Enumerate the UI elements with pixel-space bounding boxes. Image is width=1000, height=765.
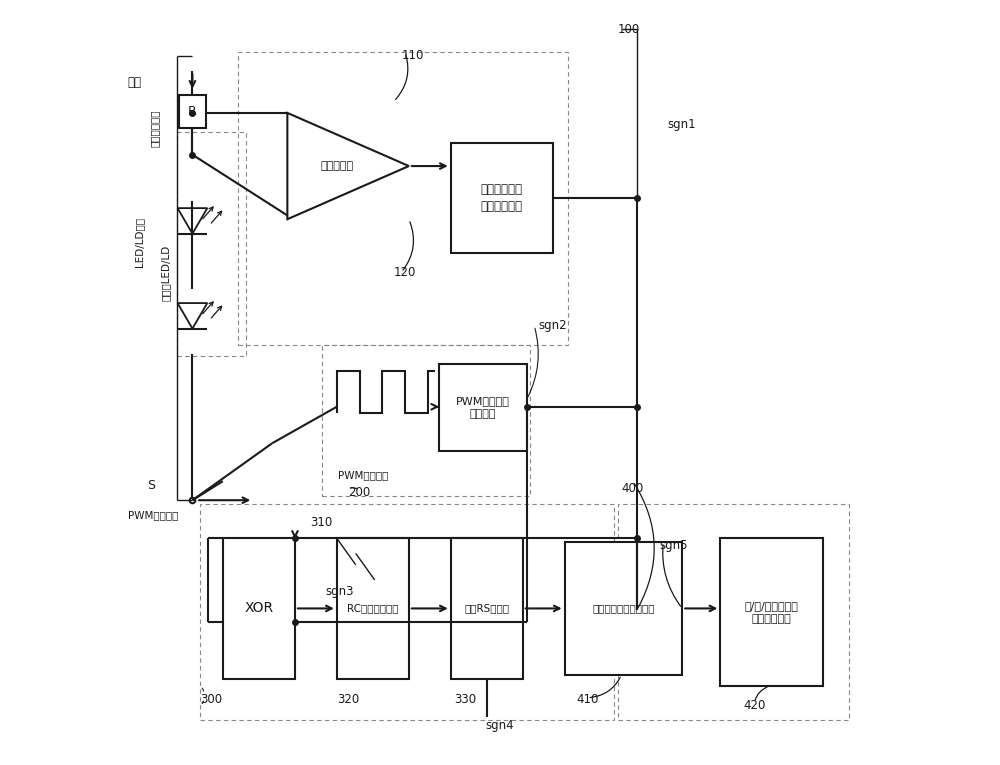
Text: sgn1: sgn1	[667, 118, 696, 131]
Text: 200: 200	[348, 486, 370, 499]
Text: 120: 120	[394, 266, 416, 279]
Bar	[223, 539, 295, 679]
Text: 100: 100	[618, 23, 640, 36]
Text: sgn4: sgn4	[486, 719, 514, 732]
Text: 300: 300	[200, 693, 222, 706]
Text: 差分输出电压
信号缓冲电路: 差分输出电压 信号缓冲电路	[481, 184, 523, 213]
Bar	[451, 143, 553, 253]
Text: 光耦及其输出缓冲电路: 光耦及其输出缓冲电路	[592, 604, 655, 614]
Bar	[179, 96, 206, 128]
Text: 310: 310	[310, 516, 332, 529]
Text: 420: 420	[743, 698, 765, 711]
Text: XOR: XOR	[244, 601, 273, 615]
Bar	[200, 504, 614, 721]
Text: sgn2: sgn2	[538, 319, 567, 332]
Text: 330: 330	[454, 693, 477, 706]
Text: RC低通滤波电路: RC低通滤波电路	[347, 604, 399, 614]
Bar	[565, 542, 682, 675]
Text: 差动放大器: 差动放大器	[320, 161, 353, 171]
Text: 320: 320	[337, 693, 359, 706]
Text: PWM调光信号
缓冲电路: PWM调光信号 缓冲电路	[456, 396, 510, 418]
Text: 恒流: 恒流	[128, 76, 142, 89]
Bar	[439, 363, 527, 451]
Text: sgn5: sgn5	[659, 539, 688, 552]
Text: 400: 400	[622, 482, 644, 495]
Text: 基本RS触发器: 基本RS触发器	[464, 604, 509, 614]
Text: PWM调光信号: PWM调光信号	[338, 470, 388, 480]
Bar	[238, 52, 568, 344]
Bar	[322, 344, 530, 496]
Bar	[720, 539, 823, 686]
Text: LED/LD串列: LED/LD串列	[134, 217, 144, 267]
Bar	[451, 539, 523, 679]
Bar	[177, 132, 246, 356]
Text: 110: 110	[401, 50, 424, 63]
Text: PWM调光开关: PWM调光开关	[128, 510, 178, 520]
Text: R: R	[188, 106, 197, 119]
Text: S: S	[147, 479, 155, 492]
Text: 声/光/电告警装置
开路保护装置: 声/光/电告警装置 开路保护装置	[745, 601, 798, 623]
Text: 电流采集电阻: 电流采集电阻	[149, 109, 159, 147]
Bar	[337, 539, 409, 679]
Text: 或单只LED/LD: 或单只LED/LD	[161, 244, 171, 301]
Bar	[618, 504, 849, 721]
Text: 410: 410	[576, 693, 598, 706]
Text: sgn3: sgn3	[325, 585, 354, 597]
